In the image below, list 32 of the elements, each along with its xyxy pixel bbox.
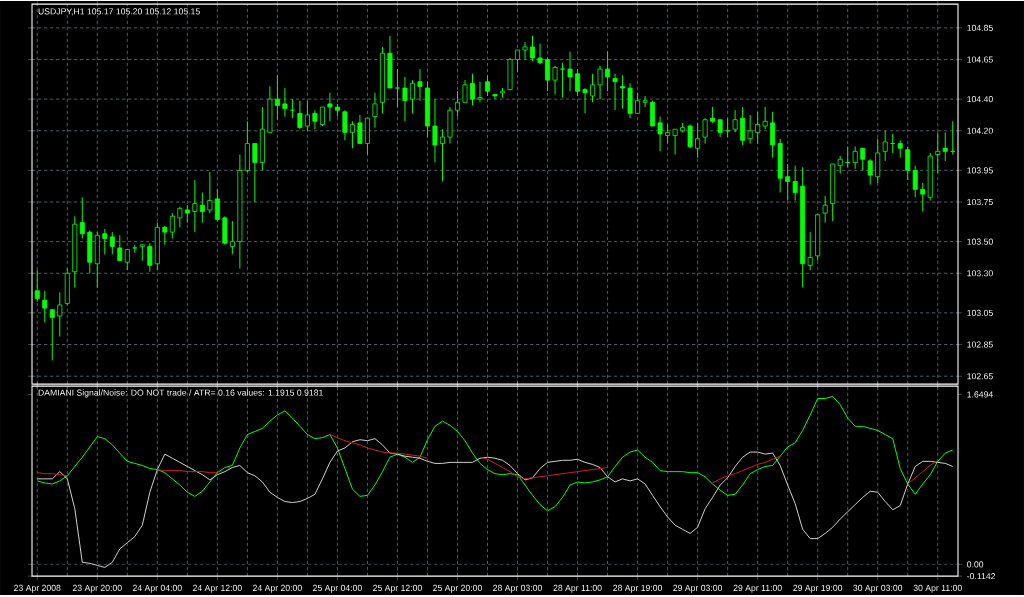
x-tick-label: 25 Apr 04:00: [313, 584, 362, 593]
chart-title: DAMIANI Signal/Noise: DO NOT trade / ATR= 0.16 values: 1.1915 0.9181: [38, 389, 323, 398]
y-tick-label: 104.65: [967, 56, 993, 63]
x-tick-label: 30 Apr 03:00: [853, 584, 903, 593]
x-tick-label: 24 Apr 20:00: [253, 584, 302, 593]
y-tick-label: -0.1142: [967, 573, 996, 580]
x-tick-label: 29 Apr 19:00: [793, 584, 843, 593]
y-tick-label: 104.40: [967, 96, 993, 103]
y-tick-label: 102.85: [967, 341, 993, 348]
y-tick-label: 1.6494: [967, 391, 993, 398]
y-tick-label: 0.00: [967, 561, 984, 568]
y-tick-label: 103.50: [967, 238, 993, 245]
x-tick-label: 23 Apr 20:00: [72, 584, 122, 593]
x-tick-label: 25 Apr 20:00: [433, 584, 482, 593]
x-tick-label: 28 Apr 11:00: [553, 584, 602, 593]
y-tick-label: 104.20: [967, 127, 993, 134]
y-tick-label: 103.75: [967, 198, 993, 206]
x-tick-label: 28 Apr 19:00: [613, 584, 663, 593]
chart-title: USDJPY,H1 105.17 105.20 105.12 105.15: [38, 8, 200, 16]
x-tick-label: 29 Apr 11:00: [733, 584, 782, 593]
x-tick-label: 29 Apr 03:00: [673, 584, 723, 593]
x-tick-label: 24 Apr 04:00: [132, 584, 182, 593]
x-tick-label: 30 Apr 11:00: [913, 584, 962, 593]
y-tick-label: 104.85: [967, 24, 993, 31]
y-tick-label: 103.30: [967, 270, 993, 277]
x-tick-label: 25 Apr 12:00: [373, 584, 422, 593]
x-tick-label: 24 Apr 12:00: [192, 584, 242, 593]
x-tick-label: 28 Apr 03:00: [493, 584, 542, 593]
y-tick-label: 103.95: [967, 167, 993, 174]
x-tick-label: 23 Apr 2008: [14, 584, 61, 593]
y-tick-label: 103.05: [967, 309, 993, 316]
y-tick-label: 102.65: [967, 373, 993, 380]
